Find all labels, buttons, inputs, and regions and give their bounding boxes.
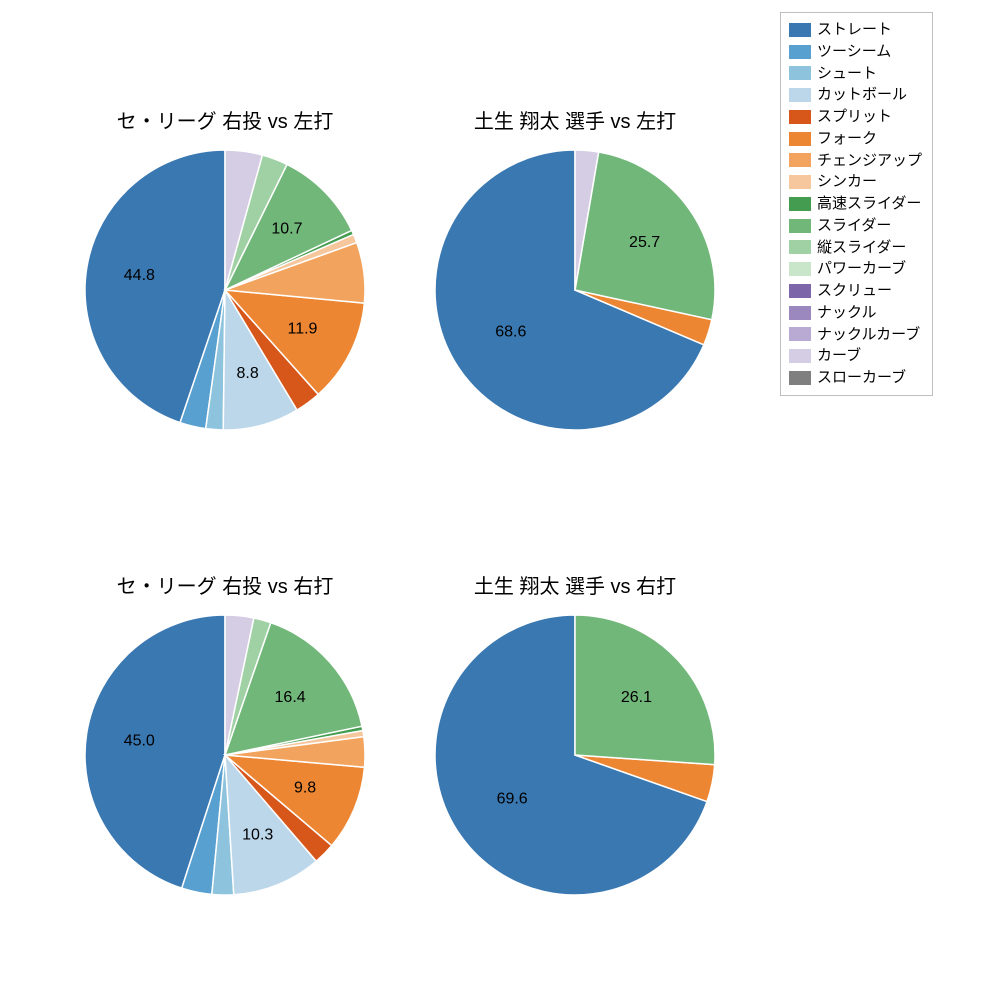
legend-label: チェンジアップ (817, 150, 922, 172)
legend-item: フォーク (789, 128, 922, 150)
legend-label: 縦スライダー (817, 237, 906, 259)
legend-swatch (789, 284, 811, 298)
legend-swatch (789, 23, 811, 37)
legend-swatch (789, 327, 811, 341)
legend-swatch (789, 45, 811, 59)
legend-swatch (789, 219, 811, 233)
legend-item: シンカー (789, 171, 922, 193)
legend-label: フォーク (817, 128, 877, 150)
legend-item: ナックルカーブ (789, 324, 922, 346)
legend-item: 高速スライダー (789, 193, 922, 215)
legend-item: カーブ (789, 345, 922, 367)
legend-item: カットボール (789, 84, 922, 106)
legend-label: シュート (817, 63, 877, 85)
legend-label: スクリュー (817, 280, 892, 302)
legend-swatch (789, 175, 811, 189)
legend-label: ストレート (817, 19, 892, 41)
pie-slice-label: 10.7 (271, 220, 302, 237)
legend-item: スクリュー (789, 280, 922, 302)
pie-chart: 69.6 26.1 (395, 575, 755, 935)
legend-item: チェンジアップ (789, 150, 922, 172)
legend-label: パワーカーブ (817, 258, 906, 280)
legend-item: ストレート (789, 19, 922, 41)
legend-item: ツーシーム (789, 41, 922, 63)
legend-label: 高速スライダー (817, 193, 921, 215)
legend-label: スローカーブ (817, 367, 906, 389)
legend-swatch (789, 197, 811, 211)
legend-item: スライダー (789, 215, 922, 237)
pie-slice-label: 16.4 (275, 689, 306, 706)
legend-swatch (789, 110, 811, 124)
pie-slice-label: 44.8 (124, 267, 155, 284)
pie-chart: 68.6 25.7 (395, 110, 755, 470)
pie-chart: 44.8 8.8 11.9 10.7 (45, 110, 405, 470)
pie-slice-label: 26.1 (621, 689, 652, 706)
figure: ストレートツーシームシュートカットボールスプリットフォークチェンジアップシンカー… (0, 0, 1000, 1000)
legend-swatch (789, 306, 811, 320)
legend-label: シンカー (817, 171, 877, 193)
pie-slice-label: 10.3 (242, 827, 273, 844)
legend: ストレートツーシームシュートカットボールスプリットフォークチェンジアップシンカー… (780, 12, 933, 396)
pie-slice-label: 11.9 (287, 320, 317, 337)
legend-label: ナックルカーブ (817, 324, 920, 346)
legend-label: カーブ (817, 345, 861, 367)
legend-item: シュート (789, 63, 922, 85)
legend-swatch (789, 240, 811, 254)
legend-label: ナックル (817, 302, 877, 324)
pie-slice-label: 8.8 (237, 365, 259, 382)
legend-label: ツーシーム (817, 41, 891, 63)
legend-label: スプリット (817, 106, 892, 128)
pie-chart: 45.0 10.3 9.8 16.4 (45, 575, 405, 935)
legend-item: スプリット (789, 106, 922, 128)
legend-item: ナックル (789, 302, 922, 324)
legend-swatch (789, 66, 811, 80)
legend-swatch (789, 371, 811, 385)
legend-swatch (789, 153, 811, 167)
pie-slice-label: 9.8 (294, 780, 316, 797)
pie-slice-label: 25.7 (629, 234, 660, 251)
pie-slice-label: 68.6 (495, 324, 526, 341)
legend-swatch (789, 349, 811, 363)
legend-label: カットボール (817, 84, 907, 106)
legend-item: スローカーブ (789, 367, 922, 389)
legend-swatch (789, 262, 811, 276)
pie-slice-label: 45.0 (124, 733, 155, 750)
legend-item: パワーカーブ (789, 258, 922, 280)
pie-slice-label: 69.6 (497, 791, 528, 808)
legend-swatch (789, 88, 811, 102)
legend-item: 縦スライダー (789, 237, 922, 259)
legend-label: スライダー (817, 215, 891, 237)
legend-swatch (789, 132, 811, 146)
